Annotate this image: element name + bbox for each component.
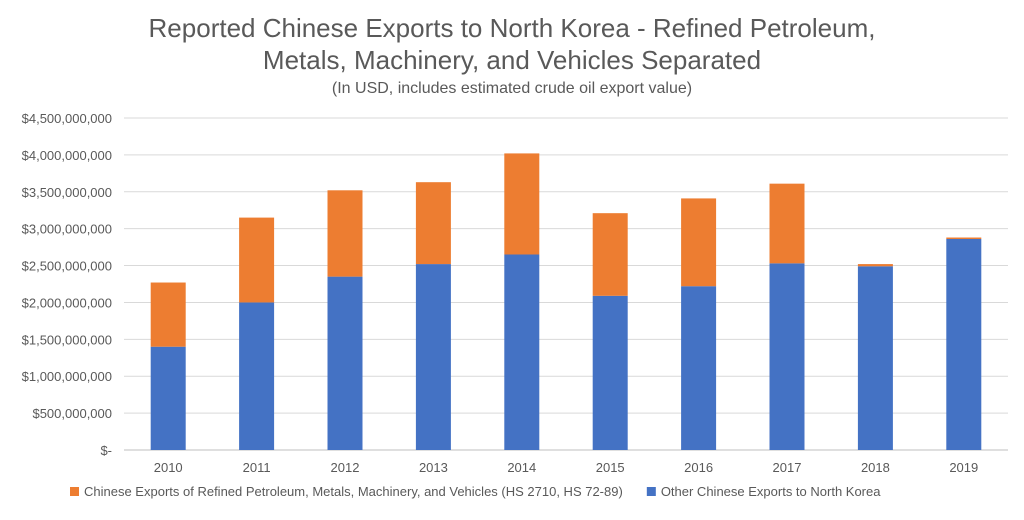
x-tick-label: 2019 — [949, 460, 978, 475]
x-tick-label: 2018 — [861, 460, 890, 475]
bar-other-exports — [946, 238, 982, 450]
y-tick-label: $4,500,000,000 — [22, 111, 112, 126]
legend-swatch — [646, 487, 656, 496]
x-tick-label: 2011 — [243, 460, 271, 475]
bar-other-exports — [504, 254, 540, 450]
y-tick-label: $4,000,000,000 — [22, 148, 112, 163]
y-tick-label: $2,500,000,000 — [22, 259, 112, 274]
y-tick-label: $1,000,000,000 — [22, 369, 112, 384]
bar-other-exports — [769, 263, 805, 450]
legend-label: Chinese Exports of Refined Petroleum, Me… — [84, 484, 623, 499]
x-tick-label: 2013 — [419, 460, 448, 475]
bar-other-exports — [592, 295, 628, 450]
legend-label: Other Chinese Exports to North Korea — [661, 484, 881, 499]
x-tick-label: 2017 — [773, 460, 802, 475]
bar-refined-petroleum-metals-machinery-vehicles — [239, 217, 275, 303]
bar-refined-petroleum-metals-machinery-vehicles — [946, 237, 982, 239]
bar-refined-petroleum-metals-machinery-vehicles — [857, 264, 893, 267]
y-tick-label: $1,500,000,000 — [22, 332, 112, 347]
bar-refined-petroleum-metals-machinery-vehicles — [504, 153, 540, 255]
bar-refined-petroleum-metals-machinery-vehicles — [592, 213, 628, 296]
bar-other-exports — [415, 264, 451, 450]
bar-other-exports — [150, 346, 186, 450]
y-tick-label: $3,500,000,000 — [22, 185, 112, 200]
x-tick-label: 2015 — [596, 460, 625, 475]
bar-refined-petroleum-metals-machinery-vehicles — [327, 190, 363, 277]
bar-refined-petroleum-metals-machinery-vehicles — [681, 198, 717, 287]
chart-subtitle: (In USD, includes estimated crude oil ex… — [331, 80, 693, 97]
x-tick-label: 2010 — [154, 460, 183, 475]
bar-other-exports — [327, 276, 363, 450]
bar-other-exports — [681, 286, 717, 450]
bar-refined-petroleum-metals-machinery-vehicles — [769, 183, 805, 264]
bar-other-exports — [239, 302, 275, 450]
x-tick-label: 2014 — [507, 460, 536, 475]
x-tick-label: 2012 — [331, 460, 360, 475]
y-tick-label: $500,000,000 — [32, 406, 112, 421]
bar-other-exports — [857, 266, 893, 450]
x-tick-label: 2016 — [684, 460, 713, 475]
bar-refined-petroleum-metals-machinery-vehicles — [415, 182, 451, 265]
chart-title-line-2: Metals, Machinery, and Vehicles Separate… — [262, 45, 762, 75]
bar-refined-petroleum-metals-machinery-vehicles — [150, 282, 186, 347]
y-tick-label: $3,000,000,000 — [22, 222, 112, 237]
legend-swatch — [70, 487, 79, 496]
y-tick-label: $2,000,000,000 — [22, 295, 112, 310]
chart-title-line-1: Reported Chinese Exports to North Korea … — [148, 13, 876, 43]
y-tick-label: $- — [100, 443, 112, 458]
